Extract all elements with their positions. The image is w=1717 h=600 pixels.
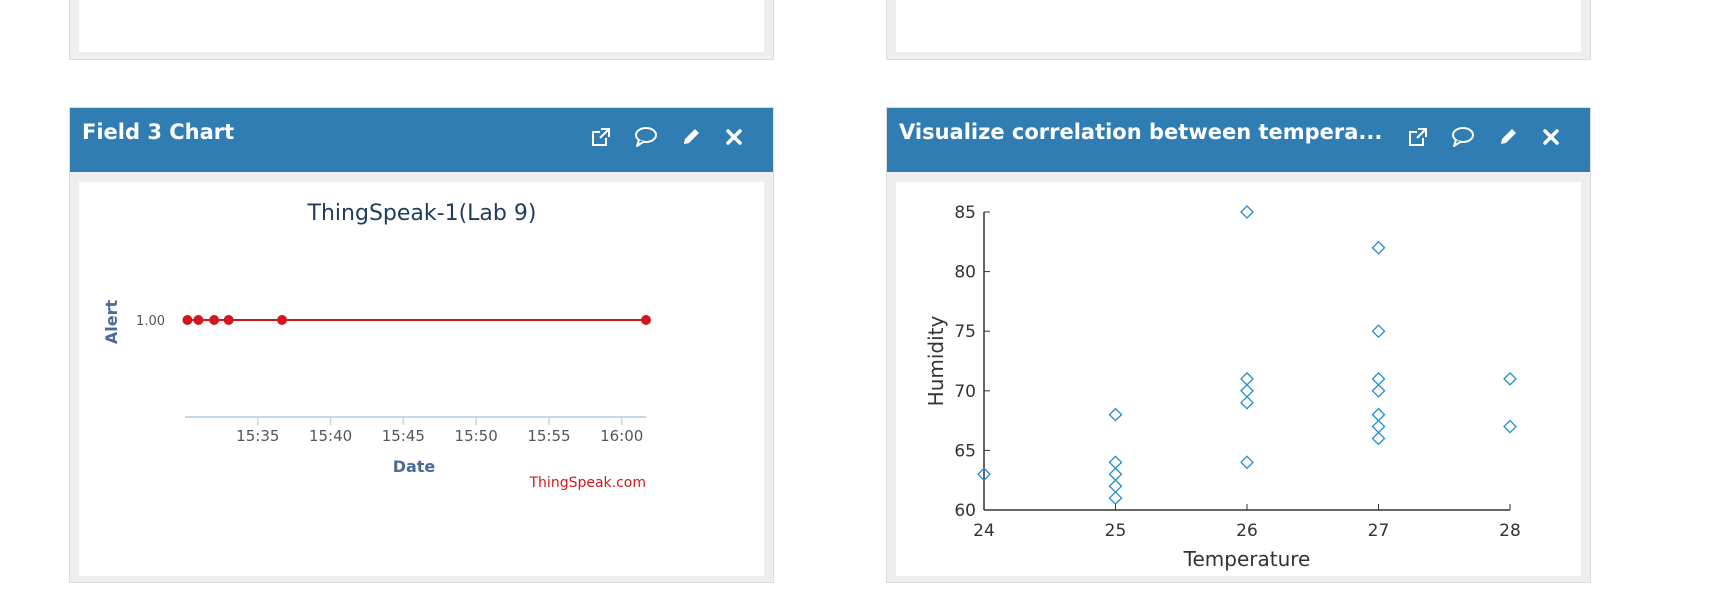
x-axis-label: Temperature [1183, 547, 1311, 571]
y-axis-label: Humidity [924, 315, 948, 406]
scatter-point [1240, 395, 1254, 410]
panel-title: Field 3 Chart [82, 120, 235, 144]
x-tick-label: 24 [973, 521, 995, 541]
comment-icon[interactable] [1450, 124, 1476, 150]
scatter-point [1371, 324, 1386, 339]
chart-area: ThingSpeak-1(Lab 9) Alert 1.00 15:35 15:40 15… [79, 182, 764, 576]
line-chart: ThingSpeak-1(Lab 9) Alert 1.00 15:35 15:40 15… [102, 201, 651, 491]
scatter-point [1108, 479, 1123, 494]
pencil-icon[interactable] [678, 124, 704, 150]
y-tick-label: 75 [954, 322, 976, 342]
x-tick-label: 16:00 [600, 427, 643, 445]
y-axis-label: Alert [102, 300, 121, 345]
external-link-icon[interactable] [1405, 124, 1431, 150]
scatter-point [1240, 205, 1254, 219]
previous-chart-panel-right [886, 0, 1591, 60]
data-point [223, 315, 234, 325]
y-tick-label: 65 [954, 441, 976, 461]
scatter-point [1240, 371, 1254, 386]
x-tick-label: 26 [1236, 521, 1258, 541]
x-tick-label: 15:55 [527, 427, 570, 445]
scatter-chart: 60 65 70 75 80 85 24 25 26 27 28 Temperature Humidit… [924, 203, 1521, 571]
scatter-point [977, 467, 991, 482]
x-tick-label: 15:40 [309, 427, 352, 445]
scatter-point [1503, 371, 1517, 386]
panel-body [896, 0, 1581, 52]
previous-chart-panel-left [69, 0, 774, 60]
y-tick-label: 60 [954, 501, 976, 521]
scatter-point [1371, 419, 1386, 434]
scatter-point [1240, 455, 1254, 470]
data-point [277, 315, 288, 325]
x-tick-label: 15:35 [236, 427, 279, 445]
correlation-chart-panel: Visualize correlation between tempera... [886, 107, 1591, 583]
external-link-icon[interactable] [588, 124, 614, 150]
scatter-point [1371, 371, 1386, 386]
scatter-point [1371, 240, 1386, 255]
chart-title: ThingSpeak-1(Lab 9) [307, 201, 537, 226]
data-point [193, 315, 204, 325]
pencil-icon[interactable] [1495, 124, 1521, 150]
panel-title: Visualize correlation between tempera... [899, 120, 1383, 144]
x-axis-label: Date [393, 457, 436, 476]
x-tick-label: 15:50 [455, 427, 498, 445]
scatter-point [1108, 491, 1123, 505]
scatter-point [1108, 455, 1123, 470]
close-icon[interactable] [721, 124, 747, 150]
x-tick-label: 25 [1105, 521, 1127, 541]
scatter-point [1108, 407, 1123, 422]
field-3-chart-panel: Field 3 Chart [69, 107, 774, 583]
scatter-point [1371, 383, 1386, 398]
scatter-point [1371, 407, 1386, 422]
data-point [641, 315, 651, 325]
thingspeak-credit: ThingSpeak.com [529, 475, 647, 491]
data-point [182, 315, 193, 325]
panel-body [79, 0, 764, 52]
panel-header: Visualize correlation between tempera... [887, 108, 1590, 172]
scatter-point [1108, 467, 1123, 482]
scatter-point [1503, 419, 1517, 434]
comment-icon[interactable] [633, 124, 659, 150]
x-tick-label: 15:45 [382, 427, 425, 445]
y-tick-label: 80 [954, 263, 976, 283]
scatter-point [1240, 383, 1254, 398]
x-tick-label: 27 [1368, 521, 1390, 541]
chart-area: 60 65 70 75 80 85 24 25 26 27 28 Temperature Humidit… [896, 182, 1581, 576]
y-tick-label: 1.00 [136, 314, 165, 329]
close-icon[interactable] [1538, 124, 1564, 150]
panel-header: Field 3 Chart [70, 108, 773, 172]
y-tick-label: 70 [954, 382, 976, 402]
y-tick-label: 85 [954, 203, 976, 223]
x-tick-label: 28 [1499, 521, 1521, 541]
scatter-point [1371, 431, 1386, 446]
data-point [209, 315, 220, 325]
